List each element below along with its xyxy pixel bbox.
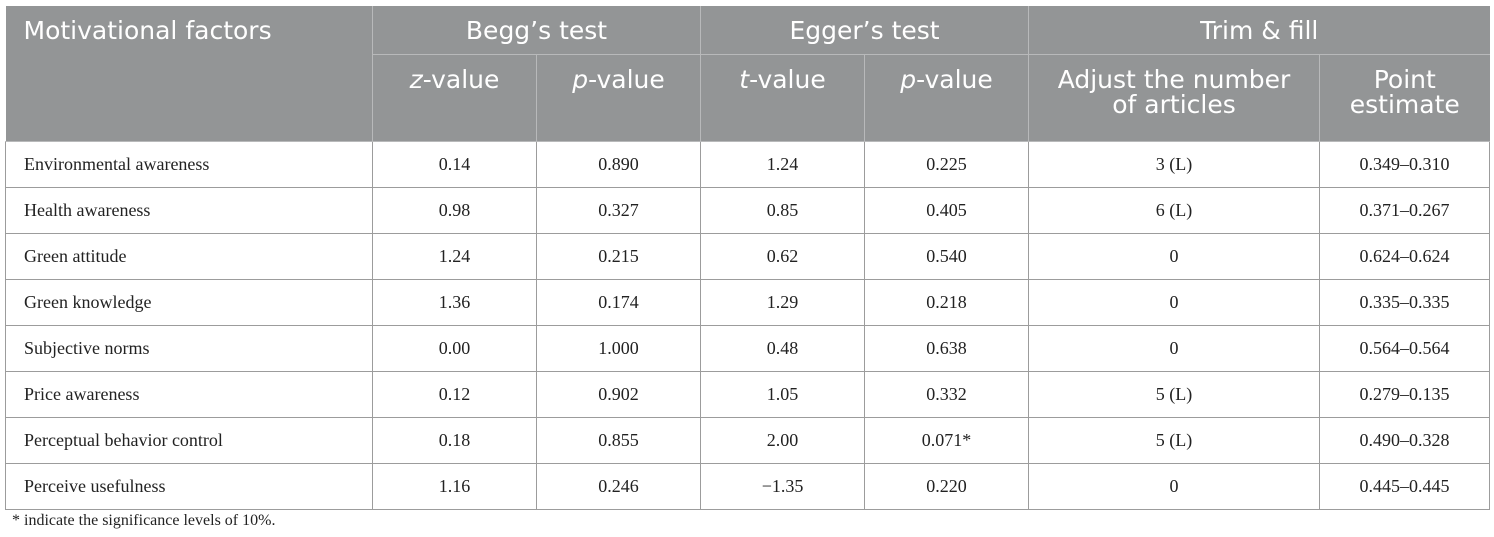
adjust-cell: 0: [1028, 325, 1320, 372]
z-value-cell: 0.98: [372, 187, 537, 234]
p-value-egger-cell: 0.638: [864, 325, 1029, 372]
p-value-egger-cell: 0.332: [864, 371, 1029, 418]
point-estimate-cell: 0.371–0.267: [1319, 187, 1491, 234]
t-value-cell: 1.05: [700, 371, 865, 418]
adjust-cell: 5 (L): [1028, 417, 1320, 464]
header-motivational-factors: Motivational factors: [5, 6, 373, 142]
point-estimate-cell: 0.624–0.624: [1319, 233, 1491, 280]
table-row: Price awareness 0.12 0.902 1.05 0.332 5 …: [5, 371, 1491, 418]
t-value-cell: −1.35: [700, 463, 865, 510]
point-estimate-cell: 0.445–0.445: [1319, 463, 1491, 510]
point-estimate-cell: 0.564–0.564: [1319, 325, 1491, 372]
adjust-cell: 6 (L): [1028, 187, 1320, 234]
table-row: Subjective norms 0.00 1.000 0.48 0.638 0…: [5, 325, 1491, 372]
p-value-begg-cell: 0.215: [535, 233, 701, 280]
header-trim-fill: Trim & fill: [1028, 6, 1490, 55]
adjust-cell: 0: [1028, 233, 1320, 280]
table-footnote: * indicate the significance levels of 10…: [12, 512, 276, 529]
p-value-begg-cell: 0.246: [535, 463, 701, 510]
table-row: Green knowledge 1.36 0.174 1.29 0.218 0 …: [5, 279, 1491, 326]
header-p-value-egger: p-value: [864, 54, 1030, 142]
factor-cell: Green attitude: [5, 233, 373, 280]
factor-cell: Price awareness: [5, 371, 373, 418]
header-t-value: t-value: [700, 54, 866, 142]
t-value-cell: 1.29: [700, 279, 865, 326]
p-value-egger-cell: 0.540: [864, 233, 1029, 280]
p-value-begg-cell: 0.327: [535, 187, 701, 234]
p-value-begg-cell: 0.902: [535, 371, 701, 418]
publication-bias-table: Motivational factors Begg’s test Egger’s…: [5, 6, 1491, 510]
p-value-egger-cell: 0.225: [864, 141, 1029, 188]
factor-cell: Subjective norms: [5, 325, 373, 372]
adjust-cell: 3 (L): [1028, 141, 1320, 188]
p-value-egger-cell: 0.405: [864, 187, 1029, 234]
z-value-cell: 1.36: [372, 279, 537, 326]
p-value-egger-cell: 0.218: [864, 279, 1029, 326]
t-value-cell: 1.24: [700, 141, 865, 188]
adjust-cell: 0: [1028, 279, 1320, 326]
header-adjust-number: Adjust the number of articles: [1028, 54, 1321, 142]
point-estimate-cell: 0.349–0.310: [1319, 141, 1491, 188]
header-eggers-test: Egger’s test: [700, 6, 1030, 55]
z-value-cell: 0.00: [372, 325, 537, 372]
table-row: Perceive usefulness 1.16 0.246 −1.35 0.2…: [5, 463, 1491, 510]
factor-cell: Green knowledge: [5, 279, 373, 326]
t-value-cell: 0.48: [700, 325, 865, 372]
header-point-estimate: Point estimate: [1319, 54, 1490, 142]
point-estimate-cell: 0.490–0.328: [1319, 417, 1491, 464]
z-value-cell: 1.16: [372, 463, 537, 510]
factor-cell: Perceive usefulness: [5, 463, 373, 510]
adjust-cell: 0: [1028, 463, 1320, 510]
p-value-begg-cell: 0.890: [535, 141, 701, 188]
t-value-cell: 2.00: [700, 417, 865, 464]
z-value-cell: 1.24: [372, 233, 537, 280]
table-row: Health awareness 0.98 0.327 0.85 0.405 6…: [5, 187, 1491, 234]
t-value-cell: 0.85: [700, 187, 865, 234]
adjust-cell: 5 (L): [1028, 371, 1320, 418]
p-value-begg-cell: 0.174: [535, 279, 701, 326]
p-value-begg-cell: 1.000: [535, 325, 701, 372]
z-value-cell: 0.12: [372, 371, 537, 418]
header-beggs-test: Begg’s test: [372, 6, 702, 55]
point-estimate-cell: 0.279–0.135: [1319, 371, 1491, 418]
table-container: Motivational factors Begg’s test Egger’s…: [5, 6, 1491, 510]
p-value-egger-cell: 0.220: [864, 463, 1029, 510]
table-row: Environmental awareness 0.14 0.890 1.24 …: [5, 141, 1491, 188]
point-estimate-cell: 0.335–0.335: [1319, 279, 1491, 326]
table-row: Green attitude 1.24 0.215 0.62 0.540 0 0…: [5, 233, 1491, 280]
z-value-cell: 0.14: [372, 141, 537, 188]
t-value-cell: 0.62: [700, 233, 865, 280]
header-p-value-begg: p-value: [536, 54, 702, 142]
header-z-value: z-value: [372, 54, 537, 142]
p-value-begg-cell: 0.855: [535, 417, 701, 464]
factor-cell: Health awareness: [5, 187, 373, 234]
factor-cell: Environmental awareness: [5, 141, 373, 188]
z-value-cell: 0.18: [372, 417, 537, 464]
factor-cell: Perceptual behavior control: [5, 417, 373, 464]
table-row: Perceptual behavior control 0.18 0.855 2…: [5, 417, 1491, 464]
p-value-egger-cell: 0.071*: [864, 417, 1029, 464]
